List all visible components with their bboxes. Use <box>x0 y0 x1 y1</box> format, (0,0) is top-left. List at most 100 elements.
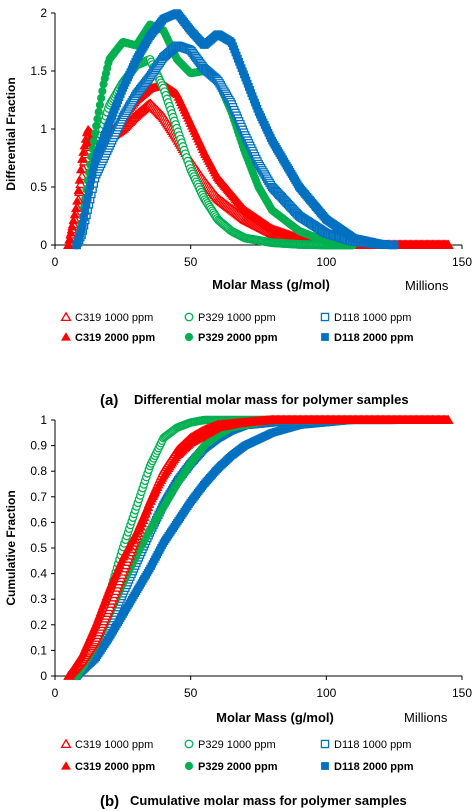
panel-a-legend-label: D118 2000 ppm <box>334 332 414 344</box>
panel-a-legend-marker <box>60 311 72 322</box>
panel-b-y-tick-label: 0.2 <box>30 618 47 632</box>
panel-a-y-tick-label: 0.5 <box>30 180 47 194</box>
panel-b-legend: C319 1000 ppm P329 1000 ppm D118 1000 ppm C… <box>60 738 414 773</box>
panel-b-point <box>443 415 454 424</box>
panel-a-legend-item-c319-1000-ppm: C319 1000 ppm <box>60 311 153 324</box>
panel-b-y-tick-label: 0.9 <box>30 439 47 453</box>
panel-a-point <box>70 203 81 213</box>
panel-a-caption: Differential molar mass for polymer samp… <box>134 392 409 407</box>
panel-a-xlabel: Molar Mass (g/mol) <box>212 277 330 292</box>
panel-b-series-p329-1000-ppm <box>72 415 357 681</box>
panel-a-point <box>68 215 79 225</box>
panel-b-plot-area: 0 0.1 0.2 0.3 0.4 0.5 0.6 0.7 0.8 0.9 1 0 50 100 150 <box>30 413 472 700</box>
panel-a-series-layer <box>63 9 454 250</box>
panel-a-legend-marker <box>321 333 329 341</box>
panel-a-point <box>443 240 454 249</box>
panel-a-point <box>72 196 83 205</box>
panel-a-x-tick-label: 50 <box>184 255 198 269</box>
panel-b-legend-label: C319 1000 ppm <box>75 739 153 751</box>
panel-a-legend-label: C319 2000 ppm <box>75 332 155 344</box>
panel-a-x-tick-label: 150 <box>452 255 472 269</box>
panel-a-point <box>98 87 107 96</box>
panel-a-series-d118-2000-ppm <box>72 9 399 249</box>
panel-b-xlabel-units: Millions <box>404 710 448 725</box>
panel-b-series-layer <box>63 414 454 681</box>
panel-b-y-tick-label: 0.5 <box>30 541 47 555</box>
panel-a-point <box>78 147 89 156</box>
panel-b-legend-item-p329-2000-ppm: P329 2000 ppm <box>184 761 278 773</box>
panel-b-xlabel: Molar Mass (g/mol) <box>216 710 334 725</box>
panel-a-point <box>82 200 91 209</box>
panel-a-point <box>64 234 75 243</box>
panel-b-legend-marker <box>184 761 194 771</box>
panel-a-x-tick-label: 0 <box>52 255 59 269</box>
panel-b-legend-marker <box>184 739 194 749</box>
panel-b-series-p329-2000-ppm <box>72 416 357 680</box>
panel-a-legend-label: D118 1000 ppm <box>334 312 411 324</box>
panel-b-label: (b) <box>100 793 119 810</box>
panel-a-point <box>74 175 85 184</box>
panel-a-legend-label: C319 1000 ppm <box>75 312 153 324</box>
panel-b-y-tick-label: 0.3 <box>30 592 47 606</box>
panel-a-point <box>75 164 86 174</box>
panel-b-y-tick-label: 0.1 <box>30 643 47 657</box>
panel-b-y-tick-label: 0 <box>40 669 47 683</box>
panel-b-x-tick-label: 150 <box>452 686 472 700</box>
panel-a-point <box>63 240 74 249</box>
panel-b-legend-item-c319-1000-ppm: C319 1000 ppm <box>60 738 153 751</box>
panel-a-point <box>69 209 80 219</box>
panel-b-legend-label: D118 2000 ppm <box>334 761 414 773</box>
panel-a-legend-item-c319-2000-ppm: C319 2000 ppm <box>61 332 155 344</box>
panel-b-legend-marker <box>61 761 71 770</box>
panel-a-y-tick-label: 1.5 <box>30 64 47 78</box>
panel-a-point <box>97 93 106 103</box>
panel-b-x-tick-label: 100 <box>316 686 336 700</box>
panel-a-point <box>79 140 90 150</box>
panel-a-label: (a) <box>100 392 118 409</box>
panel-a-legend: C319 1000 ppm P329 1000 ppm D118 1000 ppm C… <box>60 311 414 344</box>
panel-a-point <box>78 220 87 228</box>
panel-b-y-tick-label: 0.4 <box>30 567 47 581</box>
panel-b-legend-item-d118-1000-ppm: D118 1000 ppm <box>320 739 411 751</box>
panel-b-legend-marker <box>320 739 330 749</box>
panel-a-y-tick-label: 1 <box>40 122 47 136</box>
panel-a-legend-label: P329 1000 ppm <box>198 312 276 324</box>
panel-a-point <box>80 213 88 222</box>
panel-b-caption: Cumulative molar mass for polymer sample… <box>130 793 407 808</box>
panel-a-legend-marker <box>320 312 330 322</box>
panel-a-y-tick-label: 0 <box>40 238 47 252</box>
panel-b-series-c319-2000-ppm <box>63 415 454 680</box>
panel-a-point <box>67 221 78 231</box>
panel-a-legend-item-d118-1000-ppm: D118 1000 ppm <box>320 312 411 324</box>
panel-a-legend-marker <box>184 312 194 322</box>
panel-b-legend-label: D118 1000 ppm <box>334 739 411 751</box>
panel-a-point <box>92 121 101 130</box>
panel-a-legend-marker <box>184 332 194 342</box>
panel-b-legend-item-p329-1000-ppm: P329 1000 ppm <box>184 739 276 751</box>
panel-b-y-tick-label: 0.8 <box>30 464 47 478</box>
panel-b-legend-item-d118-2000-ppm: D118 2000 ppm <box>321 761 414 773</box>
panel-a-point <box>80 134 91 143</box>
panel-b-legend-label: P329 2000 ppm <box>198 761 278 773</box>
panel-a-point <box>390 241 399 249</box>
panel-a-point <box>73 185 84 195</box>
panel-a-point <box>66 228 76 237</box>
panel-a-plot-area: 0 0.5 1 1.5 2 0 50 100 150 <box>30 6 472 269</box>
panel-b-y-tick-label: 0.7 <box>30 490 47 504</box>
panel-a-point <box>93 114 102 124</box>
panel-a-ylabel: Differential Fraction <box>4 77 18 190</box>
panel-a-chart: Differential Fraction 0 0.5 1 1.5 2 0 50 100 150… <box>4 6 472 409</box>
panel-a-point <box>90 129 100 138</box>
panel-b-chart: Cumulative Fraction 0 0.1 0.2 0.3 0.4 0.5 0.6 0… <box>4 413 472 810</box>
panel-b-x-tick-label: 50 <box>184 686 198 700</box>
panel-b-legend-marker <box>60 738 72 749</box>
panel-a-point <box>94 107 103 117</box>
panel-a-point <box>95 100 104 110</box>
panel-b-ylabel: Cumulative Fraction <box>4 490 18 605</box>
panel-b-x-tick-label: 0 <box>52 686 59 700</box>
panel-a-legend-item-p329-2000-ppm: P329 2000 ppm <box>184 332 278 344</box>
panel-a-y-tick-label: 2 <box>40 6 47 20</box>
panel-a-xlabel-units: Millions <box>405 278 449 293</box>
panel-b-y-tick-label: 0.6 <box>30 515 47 529</box>
